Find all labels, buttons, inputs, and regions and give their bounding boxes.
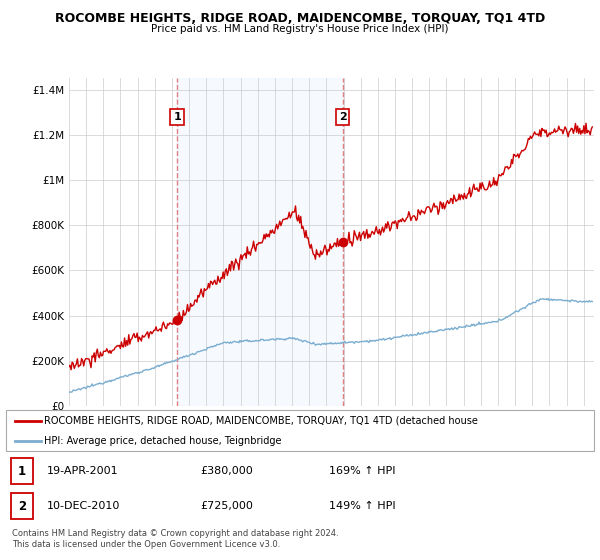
Bar <box>177 78 343 406</box>
Text: 1: 1 <box>173 112 181 122</box>
Text: 19-APR-2001: 19-APR-2001 <box>47 466 119 476</box>
Text: 2: 2 <box>18 500 26 512</box>
Text: 149% ↑ HPI: 149% ↑ HPI <box>329 501 396 511</box>
Text: Contains HM Land Registry data © Crown copyright and database right 2024.
This d: Contains HM Land Registry data © Crown c… <box>12 529 338 549</box>
Text: ROCOMBE HEIGHTS, RIDGE ROAD, MAIDENCOMBE, TORQUAY, TQ1 4TD (detached house: ROCOMBE HEIGHTS, RIDGE ROAD, MAIDENCOMBE… <box>44 416 478 426</box>
Text: £725,000: £725,000 <box>200 501 253 511</box>
FancyBboxPatch shape <box>6 410 594 451</box>
Text: Price paid vs. HM Land Registry's House Price Index (HPI): Price paid vs. HM Land Registry's House … <box>151 24 449 34</box>
Text: 10-DEC-2010: 10-DEC-2010 <box>47 501 121 511</box>
Text: HPI: Average price, detached house, Teignbridge: HPI: Average price, detached house, Teig… <box>44 436 282 446</box>
Text: 1: 1 <box>18 465 26 478</box>
FancyBboxPatch shape <box>11 458 33 484</box>
Text: 2: 2 <box>339 112 347 122</box>
FancyBboxPatch shape <box>11 493 33 520</box>
Text: £380,000: £380,000 <box>200 466 253 476</box>
Text: ROCOMBE HEIGHTS, RIDGE ROAD, MAIDENCOMBE, TORQUAY, TQ1 4TD: ROCOMBE HEIGHTS, RIDGE ROAD, MAIDENCOMBE… <box>55 12 545 25</box>
Text: 169% ↑ HPI: 169% ↑ HPI <box>329 466 396 476</box>
